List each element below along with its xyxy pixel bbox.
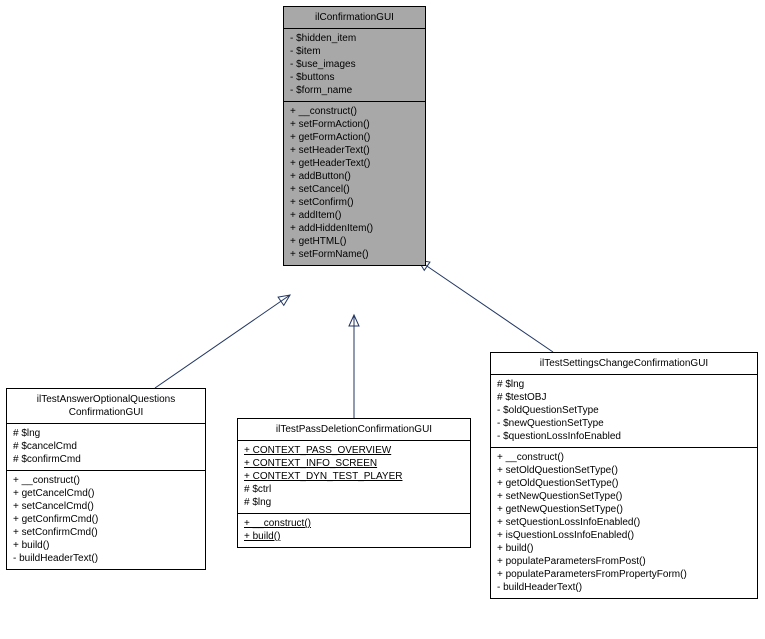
attr: - $item [290,45,419,58]
attr-static: + CONTEXT_PASS_OVERVIEW [244,444,464,457]
attr: - $newQuestionSetType [497,417,751,430]
op: + build() [497,542,751,555]
op: + setOldQuestionSetType() [497,464,751,477]
attr: - $form_name [290,84,419,97]
title-line: ConfirmationGUI [13,406,199,419]
class-ilTestPassDeletionConfirmationGUI: ilTestPassDeletionConfirmationGUI + CONT… [237,418,471,548]
op: + __construct() [13,474,199,487]
op: + setNewQuestionSetType() [497,490,751,503]
op: + build() [13,539,199,552]
op: + getFormAction() [290,131,419,144]
attr: - $oldQuestionSetType [497,404,751,417]
op: + setFormAction() [290,118,419,131]
class-operations: + __construct()+ setFormAction()+ getFor… [284,102,425,265]
op: - buildHeaderText() [497,581,751,594]
class-operations: + __construct()+ getCancelCmd()+ setCanc… [7,471,205,569]
attr: # $lng [13,427,199,440]
class-ilConfirmationGUI: ilConfirmationGUI - $hidden_item- $item-… [283,6,426,266]
class-title: ilTestSettingsChangeConfirmationGUI [491,353,757,375]
attr: # $ctrl [244,483,464,496]
op: + addItem() [290,209,419,222]
op: + __construct() [244,517,464,530]
op: + getNewQuestionSetType() [497,503,751,516]
op: + isQuestionLossInfoEnabled() [497,529,751,542]
class-attributes: # $lng# $testOBJ- $oldQuestionSetType- $… [491,375,757,448]
op: + getOldQuestionSetType() [497,477,751,490]
op: - buildHeaderText() [13,552,199,565]
op: + getHTML() [290,235,419,248]
inheritance-edge [155,295,290,388]
class-title: ilTestPassDeletionConfirmationGUI [238,419,470,441]
attr-static: + CONTEXT_DYN_TEST_PLAYER [244,470,464,483]
op: + populateParametersFromPost() [497,555,751,568]
inheritance-edge [418,260,553,352]
attr-static: + CONTEXT_INFO_SCREEN [244,457,464,470]
op: + setFormName() [290,248,419,261]
class-operations: + __construct()+ setOldQuestionSetType()… [491,448,757,598]
op: + addHiddenItem() [290,222,419,235]
op: + setHeaderText() [290,144,419,157]
op: + __construct() [290,105,419,118]
title-line: ilTestSettingsChangeConfirmationGUI [497,357,751,370]
op: + setConfirm() [290,196,419,209]
attr: - $questionLossInfoEnabled [497,430,751,443]
op: + getConfirmCmd() [13,513,199,526]
op: + addButton() [290,170,419,183]
op: + getHeaderText() [290,157,419,170]
op: + setQuestionLossInfoEnabled() [497,516,751,529]
attr: - $use_images [290,58,419,71]
attr: - $hidden_item [290,32,419,45]
op: + setCancelCmd() [13,500,199,513]
op: + __construct() [497,451,751,464]
attr: # $testOBJ [497,391,751,404]
attr: # $lng [497,378,751,391]
op: + getCancelCmd() [13,487,199,500]
class-operations: + __construct()+ build() [238,514,470,547]
class-attributes: - $hidden_item- $item- $use_images- $but… [284,29,425,102]
class-ilTestSettingsChangeConfirmationGUI: ilTestSettingsChangeConfirmationGUI # $l… [490,352,758,599]
title-line: ilTestAnswerOptionalQuestions [13,393,199,406]
op: + setConfirmCmd() [13,526,199,539]
attr: # $lng [244,496,464,509]
attr: # $confirmCmd [13,453,199,466]
op: + setCancel() [290,183,419,196]
attr: # $cancelCmd [13,440,199,453]
class-attributes: # $lng# $cancelCmd# $confirmCmd [7,424,205,471]
op: + populateParametersFromPropertyForm() [497,568,751,581]
title-line: ilConfirmationGUI [290,11,419,24]
class-ilTestAnswerOptionalQuestionsConfirmationGUI: ilTestAnswerOptionalQuestionsConfirmatio… [6,388,206,570]
attr: - $buttons [290,71,419,84]
class-title: ilConfirmationGUI [284,7,425,29]
class-title: ilTestAnswerOptionalQuestionsConfirmatio… [7,389,205,424]
title-line: ilTestPassDeletionConfirmationGUI [244,423,464,436]
class-attributes: + CONTEXT_PASS_OVERVIEW+ CONTEXT_INFO_SC… [238,441,470,514]
op: + build() [244,530,464,543]
